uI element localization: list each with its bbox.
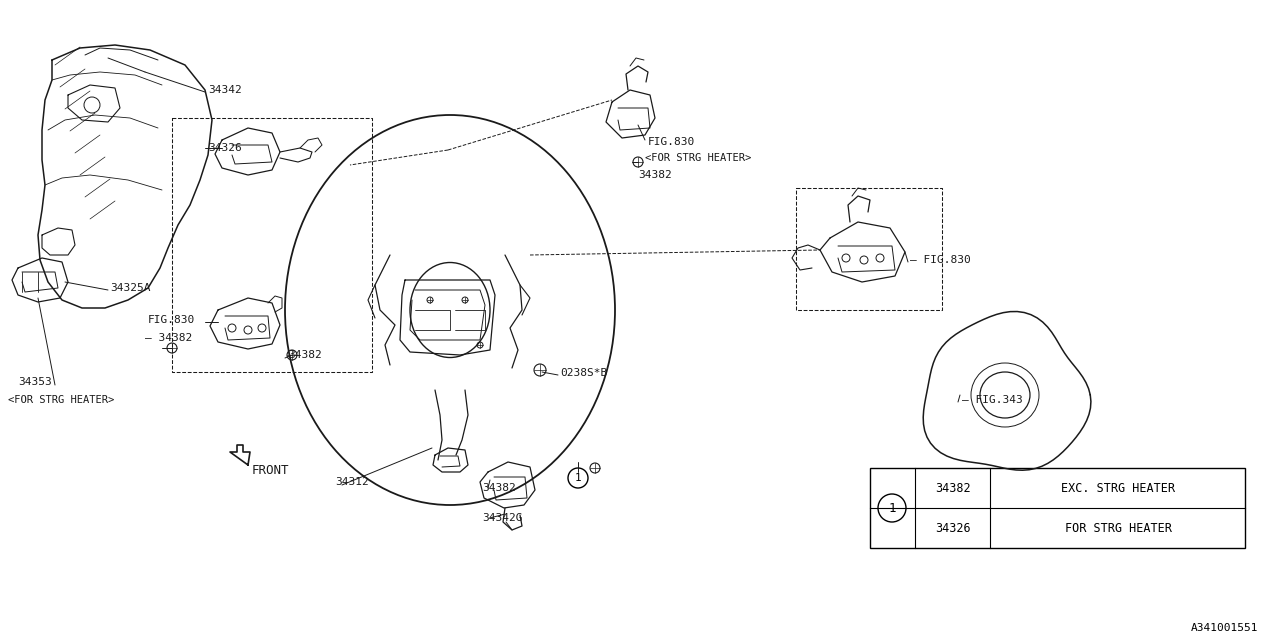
Text: 34382: 34382: [936, 481, 970, 495]
Text: FIG.830: FIG.830: [148, 315, 196, 325]
Text: 34382: 34382: [288, 350, 321, 360]
Text: <FOR STRG HEATER>: <FOR STRG HEATER>: [8, 395, 114, 405]
Text: 34382: 34382: [483, 483, 516, 493]
Text: 34342G: 34342G: [483, 513, 522, 523]
Text: — 34382: — 34382: [145, 333, 192, 343]
Text: 34342: 34342: [207, 85, 242, 95]
Text: FRONT: FRONT: [252, 463, 289, 477]
Text: <FOR STRG HEATER>: <FOR STRG HEATER>: [645, 153, 751, 163]
Text: EXC. STRG HEATER: EXC. STRG HEATER: [1061, 481, 1175, 495]
Text: FOR STRG HEATER: FOR STRG HEATER: [1065, 522, 1171, 534]
Text: FIG.830: FIG.830: [648, 137, 695, 147]
Text: 1: 1: [575, 473, 581, 483]
Text: 0238S*B: 0238S*B: [561, 368, 607, 378]
Text: — FIG.343: — FIG.343: [963, 395, 1023, 405]
Text: 34382: 34382: [637, 170, 672, 180]
Text: 34312: 34312: [335, 477, 369, 487]
Text: 1: 1: [888, 502, 896, 515]
Text: 34353: 34353: [18, 377, 51, 387]
Text: — FIG.830: — FIG.830: [910, 255, 970, 265]
Bar: [870, 468, 1245, 548]
Text: 34326: 34326: [936, 522, 970, 534]
Text: 34326: 34326: [207, 143, 242, 153]
Text: A341001551: A341001551: [1190, 623, 1258, 633]
Text: 34325A: 34325A: [110, 283, 151, 293]
